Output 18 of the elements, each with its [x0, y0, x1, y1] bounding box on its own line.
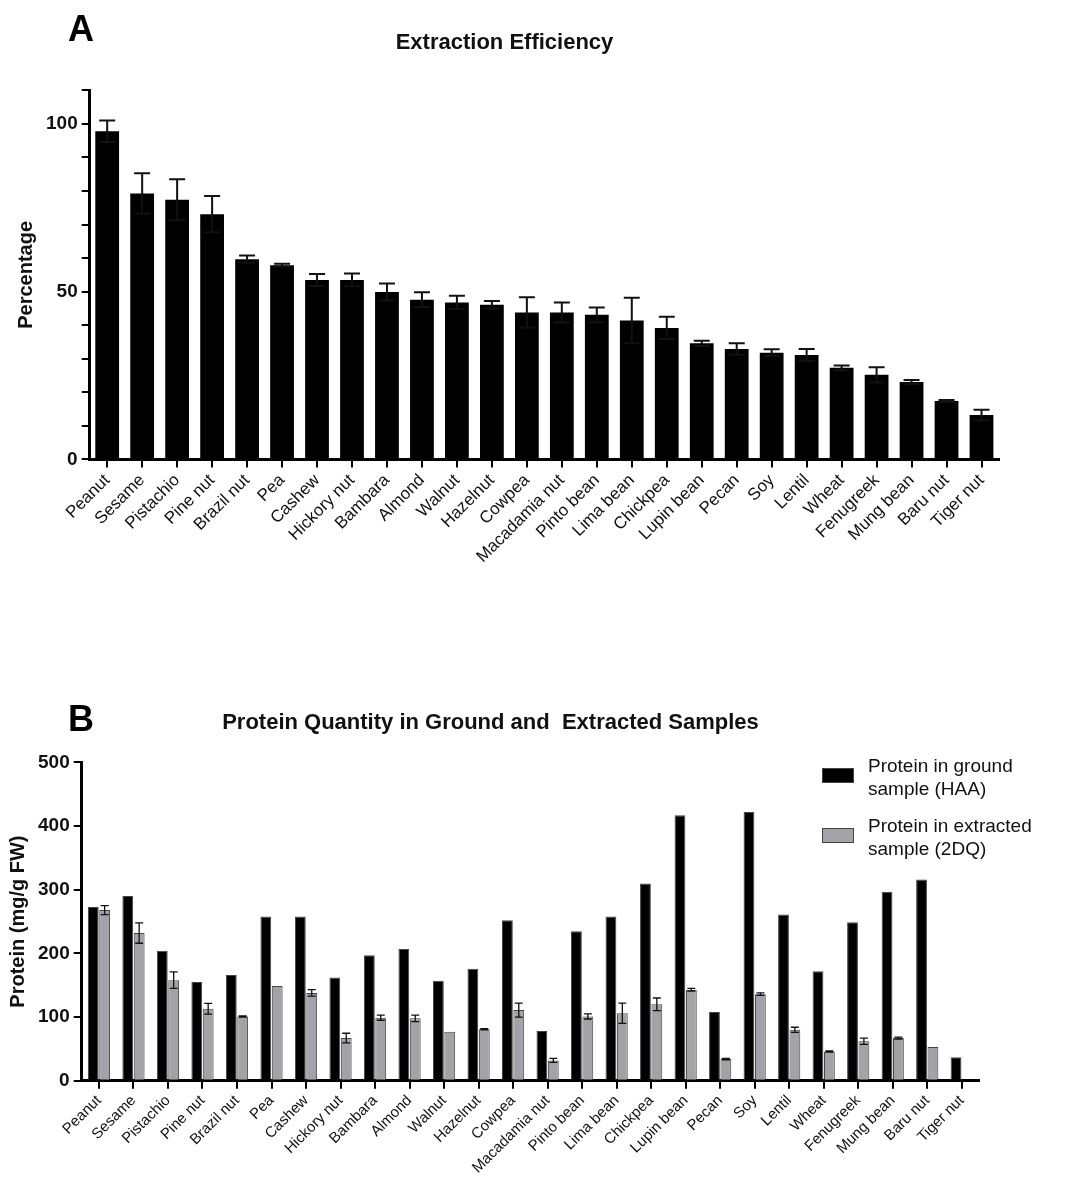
y-axis-title: Protein (mg/g FW) — [5, 835, 28, 1008]
chart-title: Protein Quantity in Ground and Extracted Samples — [222, 709, 759, 735]
legend-label: Protein in ground sample (HAA) — [868, 754, 1014, 800]
legend-label: Protein in extracted sample (2DQ) — [868, 814, 1033, 860]
y-axis-title: Percentage — [13, 220, 36, 329]
text: B — [68, 698, 94, 740]
y-tick-label: 300 — [38, 877, 70, 899]
y-tick-label: 500 — [38, 750, 70, 772]
y-tick-label: 400 — [38, 814, 70, 836]
chart-title: Extraction Efficiency — [395, 29, 615, 55]
y-tick-label: 100 — [38, 1005, 70, 1027]
text: A — [68, 8, 94, 50]
y-tick-label: 50 — [56, 279, 78, 301]
y-tick-label: 0 — [59, 1068, 70, 1090]
y-tick-label: 100 — [46, 112, 78, 134]
y-tick-label: 200 — [38, 941, 70, 963]
x-tick-label: Soy — [729, 1090, 761, 1122]
y-tick-label: 0 — [67, 447, 78, 469]
